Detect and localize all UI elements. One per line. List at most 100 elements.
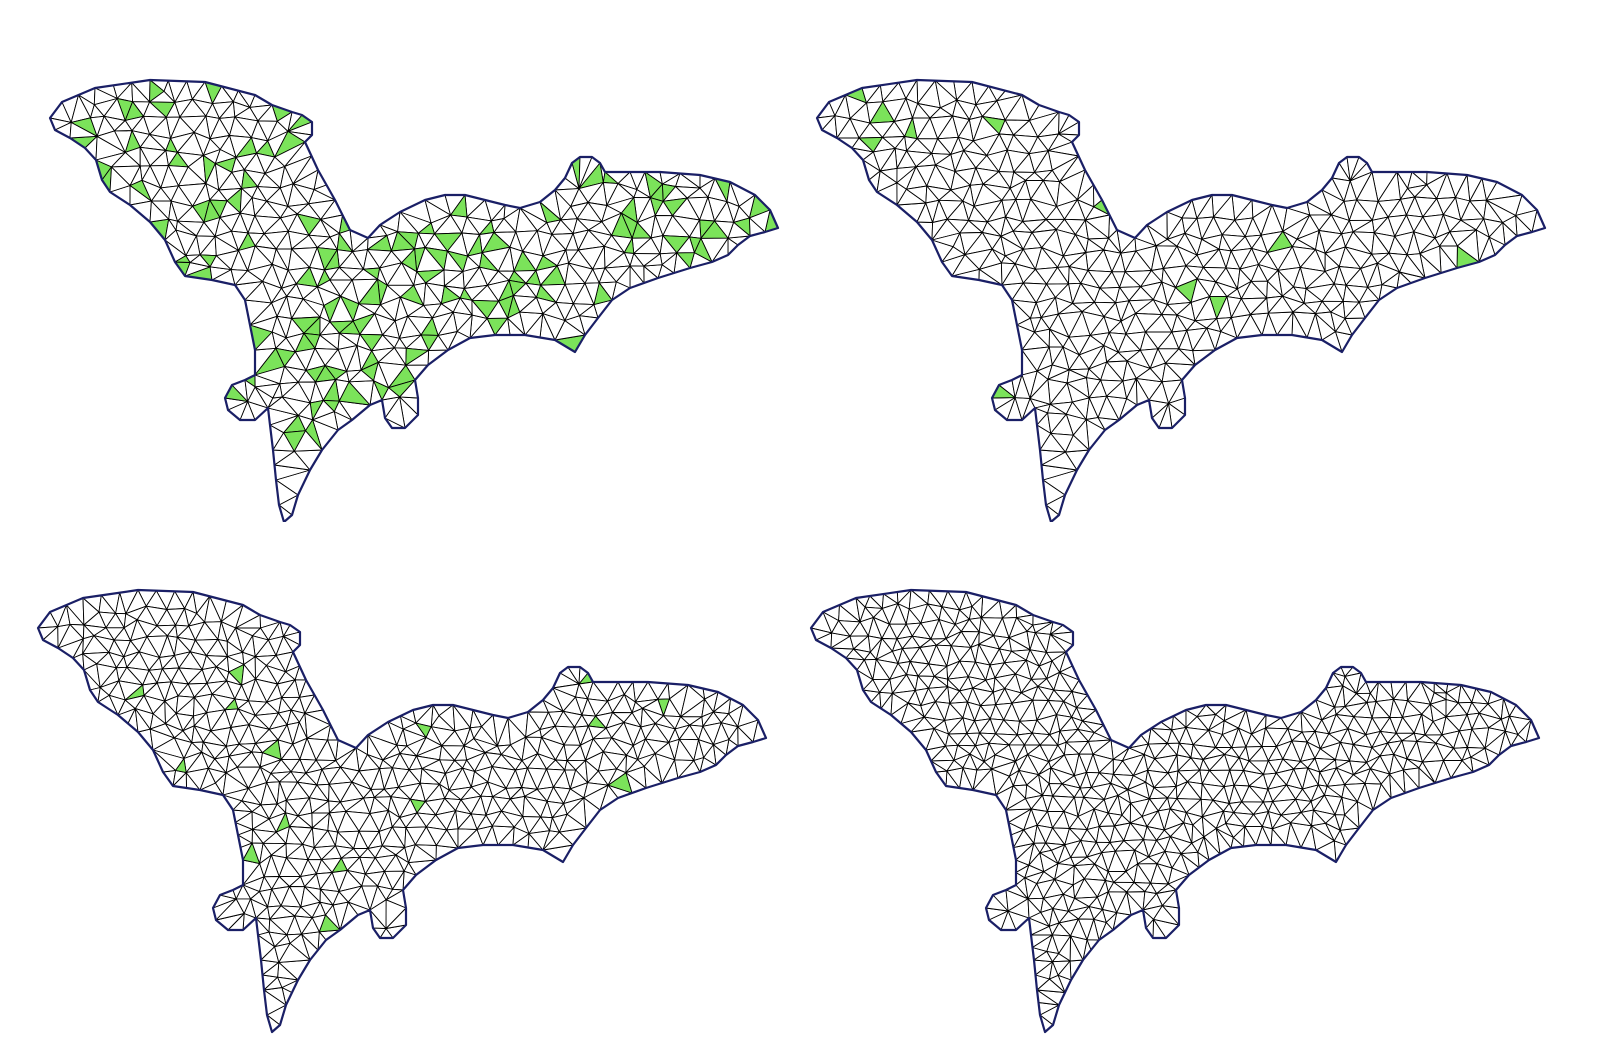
mesh-triangle <box>625 759 645 774</box>
mesh-triangle <box>834 94 851 120</box>
mesh-triangle <box>312 399 335 421</box>
mesh-triangle <box>250 891 269 908</box>
mesh-triangle <box>1106 380 1128 400</box>
triangle-mesh <box>816 79 1546 522</box>
mesh-triangle <box>643 253 663 267</box>
mesh-triangle <box>1148 381 1169 404</box>
mesh-triangle <box>1135 367 1163 383</box>
mesh-triangle <box>1142 905 1163 920</box>
mesh-triangle <box>661 252 678 274</box>
triangle-mesh <box>37 589 767 1033</box>
mesh-triangle <box>1290 811 1312 827</box>
mesh-triangle <box>486 300 509 319</box>
mesh-triangle <box>1439 231 1458 247</box>
mesh-triangle <box>1230 298 1251 319</box>
bat-shape <box>48 78 780 522</box>
bat-shape <box>809 588 1541 1034</box>
mesh-triangle <box>1344 301 1366 319</box>
bad-quality-triangle <box>700 220 729 239</box>
mesh-triangle <box>1292 302 1316 315</box>
mesh-triangle <box>1380 773 1392 799</box>
mesh-triangle <box>1014 374 1031 399</box>
mesh-triangle <box>1325 822 1341 842</box>
mesh-triangle <box>976 761 993 771</box>
mesh-triangle <box>272 383 283 399</box>
mesh-triangle <box>879 678 893 694</box>
mesh-triangle <box>274 942 291 963</box>
mesh-triangle <box>244 379 256 402</box>
mesh-triangle <box>1406 231 1421 256</box>
mesh-triangle <box>1367 262 1383 288</box>
mesh-triangle <box>1180 842 1199 855</box>
mesh-triangle <box>1504 730 1519 747</box>
mesh-triangle <box>676 236 695 254</box>
mesh-triangle <box>519 296 544 315</box>
mesh-triangle <box>654 742 676 761</box>
mesh-triangle <box>1093 909 1107 923</box>
mesh-triangle <box>831 620 851 637</box>
triangle-mesh <box>810 589 1540 1033</box>
mesh-triangle <box>1049 961 1059 980</box>
mesh-triangle <box>476 814 493 830</box>
mesh-triangle <box>1488 222 1506 246</box>
mesh-triangle <box>373 361 390 389</box>
mesh-triangle <box>1203 828 1221 855</box>
mesh-triangle <box>946 759 964 772</box>
mesh-triangle <box>598 267 617 284</box>
bat-boundary-outline <box>815 78 1547 522</box>
mesh-triangle <box>1389 769 1406 794</box>
mesh-triangle <box>1050 432 1074 453</box>
mesh-triangle <box>1475 218 1490 238</box>
mesh-triangle <box>733 205 750 223</box>
mesh-triangle <box>1178 329 1194 352</box>
mesh-triangle <box>629 253 645 267</box>
mesh-triangle <box>301 917 320 935</box>
mesh-triangle <box>1144 882 1158 894</box>
mesh-triangle <box>1197 836 1210 861</box>
mesh-triangle <box>607 768 627 786</box>
mesh-triangle <box>1356 782 1374 811</box>
mesh-triangle <box>1421 742 1444 763</box>
mesh-panel-top-right <box>799 0 1598 522</box>
bat-boundary-outline <box>36 588 768 1034</box>
mesh-triangle <box>1126 882 1146 893</box>
mesh-triangle <box>1402 767 1420 789</box>
bat-shape <box>815 78 1547 522</box>
mesh-triangle <box>1419 237 1441 255</box>
mesh-triangle <box>381 387 401 401</box>
bat-mesh-svg <box>36 588 768 1034</box>
mesh-triangle <box>513 816 530 835</box>
mesh-triangle <box>1029 378 1051 405</box>
mesh-triangle <box>209 255 232 271</box>
mesh-triangle <box>377 885 394 901</box>
mesh-triangle <box>189 254 211 268</box>
bat-mesh-svg <box>809 588 1541 1034</box>
mesh-triangle <box>1206 318 1222 333</box>
mesh-triangle <box>1225 823 1246 838</box>
mesh-triangle <box>542 301 566 321</box>
triangle-mesh <box>49 79 779 522</box>
bad-quality-triangle <box>283 430 306 452</box>
mesh-triangle <box>693 739 705 761</box>
mesh-triangle <box>262 961 280 978</box>
bat-boundary-outline <box>48 78 780 522</box>
bat-shape <box>36 588 768 1034</box>
mesh-triangle <box>1271 814 1292 830</box>
mesh-triangle <box>457 813 478 830</box>
mesh-triangle <box>437 311 458 336</box>
mesh-triangle <box>1456 229 1480 263</box>
mesh-triangle <box>549 817 560 833</box>
mesh-triangle <box>277 976 299 988</box>
bat-mesh-svg <box>815 78 1547 522</box>
mesh-triangle <box>129 200 152 223</box>
mesh-triangle <box>471 299 488 319</box>
mesh-triangle <box>1364 768 1382 785</box>
mesh-triangle <box>1461 756 1474 773</box>
mesh-triangle <box>332 891 349 906</box>
mesh-panel-top-left <box>0 0 799 522</box>
mesh-panel-bottom-left <box>0 522 799 1044</box>
mesh-triangle <box>369 899 387 929</box>
mesh-triangle <box>674 738 695 761</box>
bad-quality-triangle <box>175 758 187 774</box>
mesh-triangle <box>978 248 1002 270</box>
